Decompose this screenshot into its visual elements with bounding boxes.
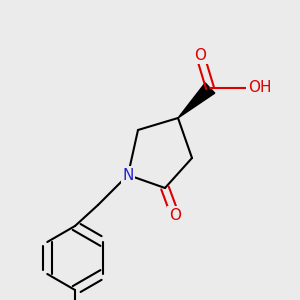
Text: O: O (169, 208, 181, 223)
Text: N: N (122, 167, 134, 182)
Text: OH: OH (248, 80, 272, 95)
Text: O: O (194, 47, 206, 62)
Polygon shape (178, 83, 215, 118)
